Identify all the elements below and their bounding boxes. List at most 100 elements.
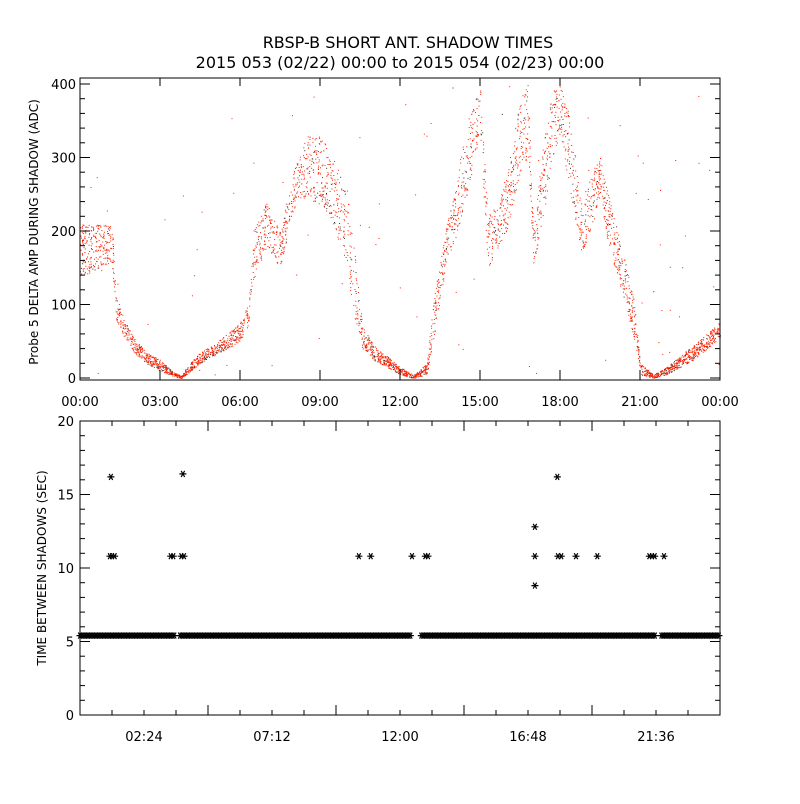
data-point: [415, 377, 417, 379]
data-point: [432, 309, 434, 311]
data-point: [461, 156, 463, 158]
data-point: [671, 367, 673, 369]
data-point: [461, 181, 463, 183]
data-point: [551, 121, 553, 123]
data-point: [679, 359, 681, 360]
data-point: [196, 362, 198, 364]
data-point: [409, 375, 411, 376]
data-point: [163, 370, 165, 372]
data-point: [439, 295, 441, 297]
data-point: [641, 373, 643, 375]
data-point: [568, 162, 570, 164]
data-point: [533, 228, 534, 230]
data-point: [363, 341, 365, 343]
data-point: [113, 248, 114, 250]
data-point: [705, 343, 707, 345]
data-point: [136, 347, 138, 349]
data-point: [436, 285, 438, 287]
data-point: [680, 366, 682, 368]
data-point: [587, 194, 588, 196]
data-point: [249, 297, 251, 299]
data-point: [618, 273, 620, 275]
data-point: [439, 297, 441, 299]
data-point: [390, 363, 392, 365]
data-point: [124, 335, 126, 337]
data-point: [306, 168, 308, 170]
data-point: [264, 211, 266, 213]
data-point: [234, 331, 236, 333]
data-point: [437, 302, 439, 304]
data-point: [221, 348, 222, 350]
data-point: [222, 338, 224, 340]
data-point: [454, 222, 456, 224]
data-point: [148, 356, 150, 358]
data-point: [609, 216, 611, 218]
data-point: [572, 169, 574, 171]
data-point: [464, 152, 466, 153]
data-point: [108, 234, 110, 236]
data-point: [475, 135, 477, 137]
data-point: [442, 247, 444, 249]
data-point: [520, 169, 522, 171]
data-point: [294, 188, 295, 190]
data-point: [84, 262, 86, 264]
data-point: [496, 241, 498, 243]
data-point: [595, 171, 596, 172]
data-point: [292, 115, 293, 117]
data-point: [368, 341, 370, 343]
data-point: [718, 328, 719, 330]
data-point: [624, 279, 626, 281]
data-point: [223, 341, 225, 342]
data-point: [626, 301, 628, 303]
data-point: [307, 172, 309, 174]
data-point: [568, 148, 570, 150]
data-point: [186, 374, 188, 375]
data-point: [576, 187, 578, 189]
data-point: [709, 344, 711, 346]
bottom-x-tick-label: 07:12: [253, 730, 290, 745]
data-point: [163, 365, 165, 367]
data-point: [162, 366, 164, 367]
data-point: [337, 236, 339, 238]
data-point: [522, 128, 524, 130]
data-point: [435, 300, 437, 302]
data-point: [297, 191, 299, 193]
data-point: [449, 223, 451, 225]
data-point: [306, 187, 308, 189]
data-point: [299, 181, 301, 183]
data-point: [244, 320, 245, 322]
data-point: [611, 238, 613, 240]
data-point: [585, 226, 587, 228]
data-point: [145, 358, 147, 360]
data-point: [251, 289, 252, 291]
data-point: [191, 369, 193, 371]
data-point: [463, 158, 464, 160]
data-point: [274, 239, 276, 240]
data-point: [619, 267, 621, 269]
data-point: [529, 148, 531, 150]
data-point: [652, 373, 654, 375]
data-point: [349, 245, 351, 247]
data-point: [702, 349, 704, 351]
data-point: [644, 375, 646, 377]
data-point: [700, 349, 702, 351]
data-point: [509, 189, 511, 191]
data-point: [446, 228, 448, 230]
data-point: [529, 140, 531, 142]
data-point: [692, 352, 694, 354]
data-point: [694, 353, 696, 355]
data-point: [356, 307, 358, 309]
data-point: [638, 361, 640, 363]
data-point: [319, 151, 321, 153]
data-point: [256, 224, 258, 226]
data-point: [687, 353, 689, 355]
data-point: [640, 365, 642, 367]
data-point: [693, 346, 695, 348]
data-point: [116, 319, 118, 321]
data-point: [188, 370, 190, 372]
data-point: [226, 341, 227, 343]
data-point: [96, 261, 98, 263]
data-point: [526, 109, 528, 111]
data-point: [301, 167, 303, 169]
data-point: [385, 361, 387, 362]
